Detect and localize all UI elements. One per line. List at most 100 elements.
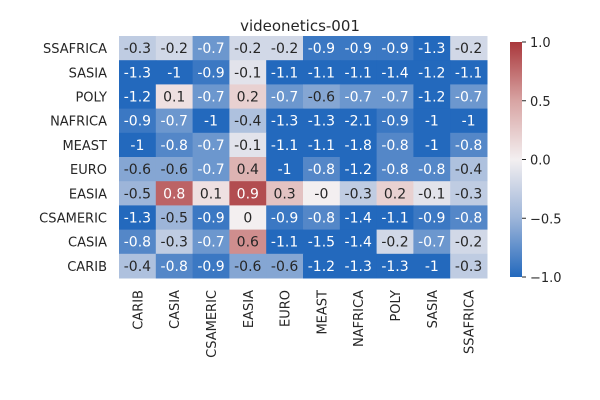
- heatmap-cell: [266, 253, 304, 279]
- x-tick-label: SSAFRICA: [463, 290, 478, 354]
- cell-value-label: -1: [130, 138, 144, 154]
- colorbar-tick-label: 0.5: [530, 95, 551, 110]
- cell-value-label: -1.5: [308, 235, 335, 251]
- heatmap-cell: [303, 36, 341, 61]
- cell-value-label: -0.8: [455, 211, 482, 227]
- colorbar-tick-label: 1.0: [530, 36, 551, 51]
- heatmap-cell: [119, 157, 157, 182]
- heatmap-cell: [339, 253, 378, 279]
- cell-value-label: 0.3: [273, 186, 295, 202]
- heatmap-cell: [192, 205, 230, 231]
- heatmap-cell: [413, 84, 451, 110]
- cell-value-label: -0.7: [161, 114, 188, 130]
- cell-value-label: 0.2: [237, 90, 259, 106]
- cell-value-label: 0.9: [237, 186, 259, 202]
- heatmap-cell: [155, 36, 194, 61]
- cell-value-label: -0.9: [271, 211, 298, 227]
- heatmap-cell: [376, 253, 414, 279]
- heatmap-cell: [303, 157, 341, 182]
- cell-value-label: -0.8: [308, 162, 335, 178]
- heatmap-cell: [339, 157, 378, 182]
- heatmap-cell: [450, 60, 488, 85]
- heatmap-cell: [339, 84, 378, 110]
- heatmap-cell: [119, 205, 157, 231]
- heatmap-cell: [450, 253, 488, 279]
- heatmap-cell: [192, 181, 230, 206]
- cell-value-label: -0.7: [197, 41, 224, 57]
- colorbar-ticks: 1.0 0.5 0.0 −0.5 −1.0: [522, 36, 562, 286]
- heatmap-cell: [413, 132, 451, 158]
- cell-value-label: -0.8: [381, 138, 408, 154]
- heatmap-cell: [376, 132, 414, 158]
- y-tick-label: SASIA: [69, 66, 107, 81]
- heatmap-cell: [266, 181, 304, 206]
- heatmap-cell: [376, 84, 414, 110]
- heatmap-cell: [119, 60, 157, 85]
- heatmap-cell: [119, 36, 157, 61]
- cell-value-label: -1.2: [345, 162, 372, 178]
- cell-value-label: -0.3: [345, 186, 372, 202]
- cell-value-label: -0.4: [234, 114, 261, 130]
- heatmap-cell: [155, 60, 194, 85]
- x-tick-label: SASIA: [426, 290, 441, 328]
- cell-value-label: 0: [243, 211, 252, 227]
- chart-title: videonetics-001: [240, 17, 360, 35]
- heatmap-cell: [339, 60, 378, 85]
- heatmap-cell: [119, 108, 157, 134]
- cell-value-label: -0.4: [455, 162, 482, 178]
- heatmap-cell: [413, 229, 451, 255]
- heatmap-cell: [339, 132, 378, 158]
- heatmap-cell: [376, 181, 414, 206]
- cell-value-label: -0.6: [161, 162, 188, 178]
- cell-value-label: -1.1: [345, 65, 372, 81]
- cell-value-label: -1.4: [381, 65, 408, 81]
- cell-value-label: -1.3: [271, 114, 298, 130]
- x-tick-label: CARIB: [131, 290, 146, 330]
- heatmap-cell: [229, 60, 267, 85]
- cell-value-label: -0.5: [161, 211, 188, 227]
- heatmap-cell: [229, 84, 267, 110]
- cell-value-label: -1.2: [418, 65, 445, 81]
- cell-value-label: -1.2: [308, 259, 335, 275]
- cell-value-label: -0.2: [234, 41, 261, 57]
- heatmap-cell: [119, 181, 157, 206]
- x-tick-label: MEAST: [315, 290, 330, 335]
- cell-value-label: -1: [425, 259, 439, 275]
- cell-value-label: -0.2: [381, 235, 408, 251]
- cell-value-label: -1.1: [308, 65, 335, 81]
- cell-value-label: -1.1: [455, 65, 482, 81]
- cell-value-label: -0.7: [197, 235, 224, 251]
- heatmap-cell: [229, 132, 267, 158]
- heatmap-cell: [450, 157, 488, 182]
- heatmap-cell: [192, 157, 230, 182]
- cell-value-label: -0.8: [161, 138, 188, 154]
- heatmap-cell: [155, 181, 194, 206]
- cell-value-label: 0.1: [200, 186, 222, 202]
- heatmap-cell: [229, 157, 267, 182]
- heatmap-cell: [192, 132, 230, 158]
- cell-value-label: -0.9: [381, 114, 408, 130]
- cell-value-label: -0.2: [455, 41, 482, 57]
- heatmap-cell: [229, 205, 267, 231]
- cell-value-label: -1: [278, 162, 292, 178]
- heatmap-cell: [376, 60, 414, 85]
- heatmap-cell: [155, 205, 194, 231]
- y-tick-label: EASIA: [69, 187, 107, 202]
- heatmap-cell: [413, 108, 451, 134]
- y-tick-label: EURO: [70, 163, 107, 178]
- cell-value-label: -1.1: [271, 65, 298, 81]
- heatmap-cell: [413, 205, 451, 231]
- cell-value-label: -0.8: [381, 162, 408, 178]
- heatmap-cell: [303, 108, 341, 134]
- heatmap-cell: [155, 229, 194, 255]
- cell-value-label: 0.8: [163, 186, 185, 202]
- heatmap-cell: [119, 253, 157, 279]
- heatmap-cell: [192, 253, 230, 279]
- cell-value-label: -0.8: [308, 211, 335, 227]
- x-tick-label: NAFRICA: [352, 290, 367, 347]
- heatmap-cell: [376, 36, 414, 61]
- cell-value-label: -0.7: [345, 90, 372, 106]
- heatmap-cell: [303, 229, 341, 255]
- heatmap-cell: [266, 229, 304, 255]
